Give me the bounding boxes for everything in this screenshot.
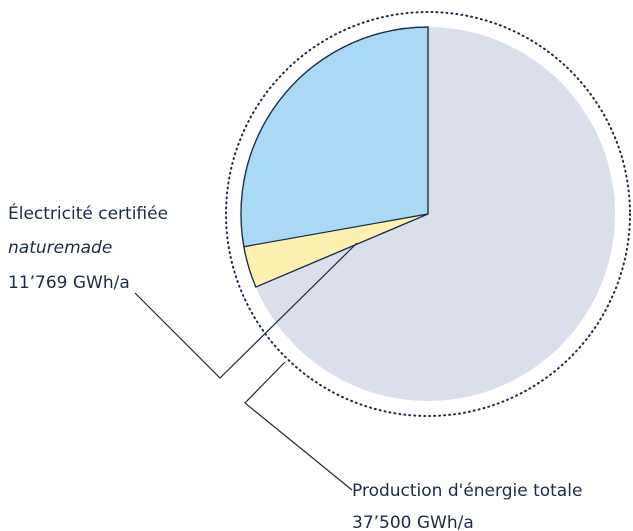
leader-line bbox=[244, 361, 353, 491]
leader-line bbox=[134, 242, 358, 379]
value-label: 37’500 GWh/a bbox=[352, 513, 474, 531]
label: Production d'énergie totale bbox=[352, 481, 582, 501]
dotted-ring bbox=[225, 11, 631, 417]
value-label: 11’769 GWh/a bbox=[8, 273, 130, 293]
label: Électricité certifiée bbox=[8, 202, 168, 224]
highlight-outline bbox=[240, 26, 429, 288]
pie-slice bbox=[240, 26, 429, 248]
label: naturemade bbox=[8, 238, 112, 258]
